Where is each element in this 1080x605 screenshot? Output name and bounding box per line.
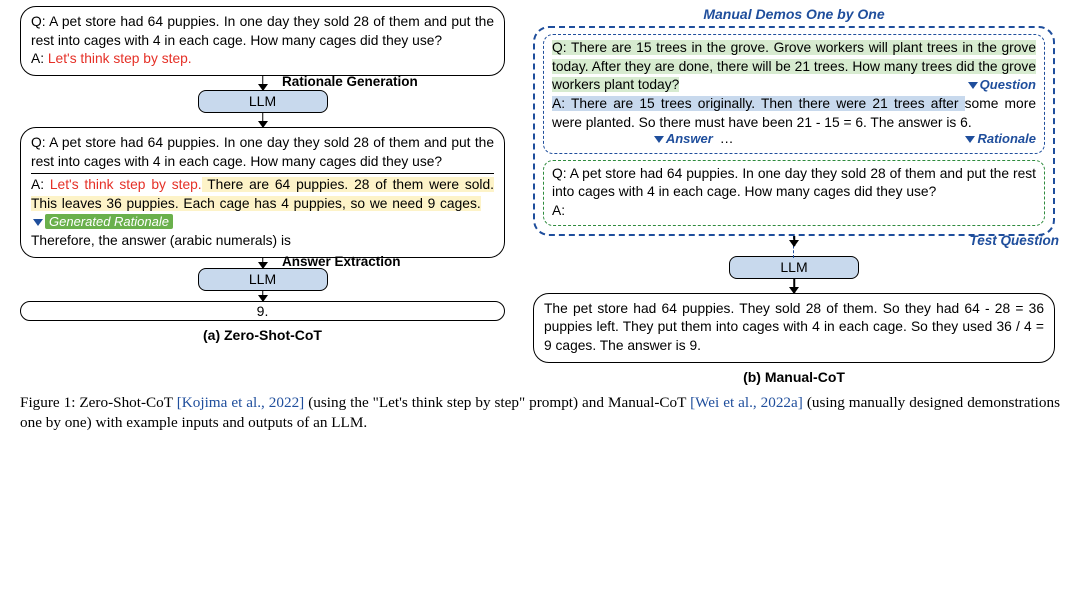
figure-area: Q: A pet store had 64 puppies. In one da… [0,0,1080,385]
answer-ext-label: Answer Extraction [282,254,401,269]
rationale-annot: Rationale [963,130,1036,148]
test-question-box: Q: A pet store had 64 puppies. In one da… [543,160,1045,226]
q-text: A pet store had 64 puppies. In one day t… [552,166,1036,200]
cite-1: [Kojima et al., 2022] [177,394,304,411]
llm-pill-2: LLM [198,268,328,291]
demo-a-highlight: A: There are 15 trees originally. Then t… [552,96,965,111]
q-text: A pet store had 64 puppies. In one day t… [31,14,494,48]
pointer-icon [965,136,975,143]
manual-demos-header: Manual Demos One by One [533,6,1055,22]
answer-annot: Answer [652,131,713,146]
generated-rationale-badge: Generated Rationale [45,214,173,229]
answer-tail: Therefore, the answer (arabic numerals) … [31,233,291,248]
pointer-icon [654,136,664,143]
zero-shot-column: Q: A pet store had 64 puppies. In one da… [20,6,505,385]
final-answer-box: 9. [20,301,505,321]
cap-b: (using the "Let's think step by step" pr… [304,394,690,411]
q-prefix: Q: [31,14,49,29]
figure-caption: Figure 1: Zero-Shot-CoT [Kojima et al., … [0,385,1080,434]
prompt-outer-dashed: Q: There are 15 trees in the grove. Grov… [533,26,1055,236]
prompt-box-2: Q: A pet store had 64 puppies. In one da… [20,127,505,258]
q-prefix: Q: [552,40,571,55]
lets-think-red: Let's think step by step. [50,177,202,192]
pointer-icon [968,82,978,89]
prompt-box-1: Q: A pet store had 64 puppies. In one da… [20,6,505,76]
lets-think-red: Let's think step by step. [48,51,192,66]
output-box: The pet store had 64 puppies. They sold … [533,293,1055,363]
pointer-icon [33,219,43,226]
ellipsis: … [717,130,737,149]
a-prefix: A: [31,51,48,66]
a-text-blue: There are 15 trees originally. Then ther… [571,96,965,111]
cite-2: [Wei et al., 2022a] [690,394,803,411]
a-prefix: A: [552,96,571,111]
a-prefix: A: [31,177,50,192]
llm-pill-3: LLM [729,256,859,279]
llm-pill-1: LLM [198,90,328,113]
demo-q: Q: There are 15 trees in the grove. Grov… [552,40,1036,92]
divider [31,173,494,174]
manual-cot-column: Manual Demos One by One Q: There are 15 … [533,6,1055,385]
subtitle-b: (b) Manual-CoT [533,369,1055,385]
q-text: There are 15 trees in the grove. Grove w… [552,40,1036,92]
subtitle-a: (a) Zero-Shot-CoT [20,327,505,343]
q-text: A pet store had 64 puppies. In one day t… [31,135,494,169]
q-prefix: Q: [31,135,49,150]
test-question-label: Test Question [969,233,1059,248]
q-prefix: Q: [552,166,570,181]
question-annot: Question [966,76,1036,94]
rationale-gen-label: Rationale Generation [282,74,418,89]
demo-qa-box: Q: There are 15 trees in the grove. Grov… [543,34,1045,154]
cap-a: Figure 1: Zero-Shot-CoT [20,394,177,411]
a-prefix: A: [552,203,565,218]
